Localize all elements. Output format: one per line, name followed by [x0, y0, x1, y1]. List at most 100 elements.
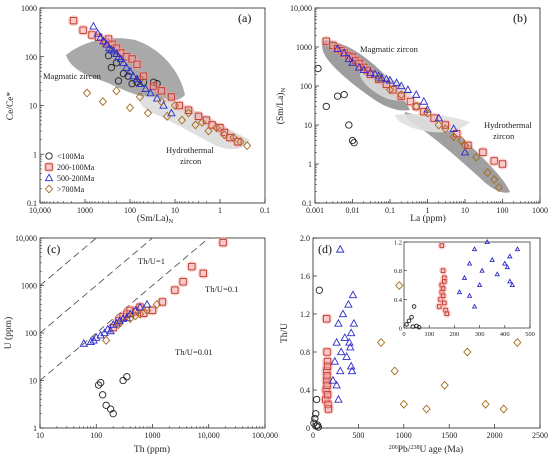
panel-b: Magmatic zircon Hydrothermal zircon 0.00… — [275, 4, 548, 224]
point-c-s200_100 — [171, 286, 179, 294]
point-c-s500_200 — [86, 337, 96, 346]
point-b-s500_200 — [382, 74, 391, 83]
point-b-s200_100 — [479, 148, 487, 156]
point-c-s200_100 — [158, 298, 167, 306]
x-tick-label-a-5: 0.1 — [260, 206, 270, 215]
point-b-s200_100 — [397, 92, 405, 100]
y-tick-label-a-4: 1000 — [21, 4, 37, 13]
point-d-s500_200 — [336, 347, 346, 356]
panel-label-a: (a) — [238, 11, 251, 25]
point-a-s500_200 — [109, 46, 119, 55]
point-b-gt700 — [472, 152, 481, 162]
ref-line-label-2: Th/U=0.01 — [175, 347, 213, 357]
point-a-s500_200 — [132, 74, 142, 83]
point-b-s200_100-halo — [451, 128, 463, 140]
point-b-gt700 — [423, 108, 432, 118]
point-c-lt100 — [123, 373, 131, 381]
point-b-gt700 — [483, 168, 492, 178]
inset-x-tick-label-3: 300 — [475, 331, 485, 338]
point-a-s200_100 — [79, 26, 87, 34]
inset-point-s200_100 — [444, 311, 450, 316]
point-b-gt700 — [412, 101, 421, 111]
point-c-s200_100-halo — [138, 307, 150, 319]
point-c-gt700 — [102, 335, 111, 345]
point-b-gt700 — [449, 132, 458, 142]
inset-point-s200_100 — [437, 304, 442, 309]
point-b-s500_200 — [460, 147, 470, 156]
y-tick-label-b-0: 0.1 — [302, 199, 312, 208]
x-tick-label-a-3: 10 — [171, 206, 179, 215]
y-tick-label-d-3: 1.2 — [300, 310, 310, 319]
x-tick-label-a-4: 1 — [218, 206, 222, 215]
point-d-s500_200 — [330, 356, 340, 365]
point-d-s500_200 — [346, 328, 356, 337]
x-tick-label-c-4: 100,000 — [252, 431, 278, 440]
point-a-s200_100-halo — [166, 91, 177, 103]
point-b-s500_200 — [339, 48, 349, 57]
point-d-s200_100 — [323, 381, 331, 389]
point-d-s500_200 — [340, 333, 350, 341]
point-b-s500_200 — [370, 69, 380, 78]
point-b-s500_200 — [348, 57, 357, 66]
point-d-s500_200 — [335, 244, 345, 253]
inset-y-tick-label-3: 1.2 — [394, 240, 402, 247]
y-tick-label-b-5: 10,000 — [290, 4, 312, 13]
legend-label-gt700: >700Ma — [57, 185, 85, 194]
point-b-gt700 — [460, 140, 470, 150]
point-a-s200_100-halo — [183, 104, 194, 116]
inset-point-s200_100 — [440, 286, 446, 291]
point-d-gt700 — [376, 337, 386, 348]
ylabel-d: Th/U — [280, 323, 290, 343]
point-d-lt100 — [312, 410, 320, 418]
inset-point-s500_200 — [456, 289, 463, 295]
inset-d: 0 100 200 300 400 500 0 0.4 0.8 1.2 — [394, 238, 535, 338]
ylabel-a: Ce/Ce* — [6, 92, 16, 121]
point-b-s500_200 — [377, 73, 386, 82]
point-b-lt100 — [350, 139, 358, 147]
inset-point-s500_200 — [509, 281, 516, 287]
annotation-hydrothermal-a-line2: zircon — [180, 156, 202, 166]
y-tick-label-c-0: 1 — [33, 424, 37, 433]
point-a-gt700 — [212, 123, 221, 133]
point-c-s500_200 — [96, 330, 105, 339]
y-tick-label-a-3: 100 — [25, 53, 37, 62]
point-d-gt700 — [463, 347, 472, 357]
annotation-hydrothermal-a-line1: Hydrothermal — [166, 145, 214, 155]
ticks-a: 10,000 1000 100 10 1 0.1 0.1 1 10 100 1000 — [21, 4, 270, 215]
inset-point-s500_200 — [471, 303, 478, 309]
ref-line-0 — [39, 237, 210, 381]
x-tick-label-d-0: 0 — [311, 431, 315, 440]
ref-line-2 — [39, 237, 97, 286]
point-a-s200_100 — [94, 33, 103, 42]
point-b-s500_200 — [392, 78, 401, 87]
point-d-s500_200 — [332, 337, 341, 346]
magmatic-field-a — [66, 38, 185, 102]
y-tick-label-a-1: 1 — [33, 150, 37, 159]
point-b-gt700 — [441, 124, 450, 134]
inset-point-s500_200 — [507, 253, 513, 259]
point-a-gt700 — [184, 108, 193, 118]
point-b-lt100 — [322, 102, 330, 111]
point-c-s500_200 — [79, 338, 89, 347]
point-a-gt700 — [143, 108, 153, 118]
inset-y-tick-label-0: 0 — [399, 326, 402, 333]
point-b-lt100 — [348, 136, 357, 145]
point-b-s500_200 — [403, 85, 413, 93]
point-d-s200_100-halo — [323, 403, 334, 415]
point-b-s500_200 — [374, 71, 383, 80]
point-c-s200_100-halo — [197, 267, 209, 279]
x-tick-label-b-0: 0.001 — [306, 206, 324, 215]
point-c-gt700 — [142, 305, 152, 315]
inset-point-s500_200 — [476, 281, 483, 287]
point-b-s500_200 — [449, 124, 458, 132]
point-c-s200_100 — [219, 238, 227, 247]
point-b-s500_200 — [419, 96, 429, 105]
point-b-s200_100 — [389, 86, 397, 94]
inset-point-s200_100-halo — [440, 277, 449, 286]
point-d-s200_100-halo — [321, 346, 333, 358]
point-a-gt700 — [162, 111, 172, 121]
point-b-s500_200 — [411, 90, 421, 98]
ref-line-1 — [39, 237, 153, 334]
xlabel-b: La (ppm) — [410, 213, 446, 224]
